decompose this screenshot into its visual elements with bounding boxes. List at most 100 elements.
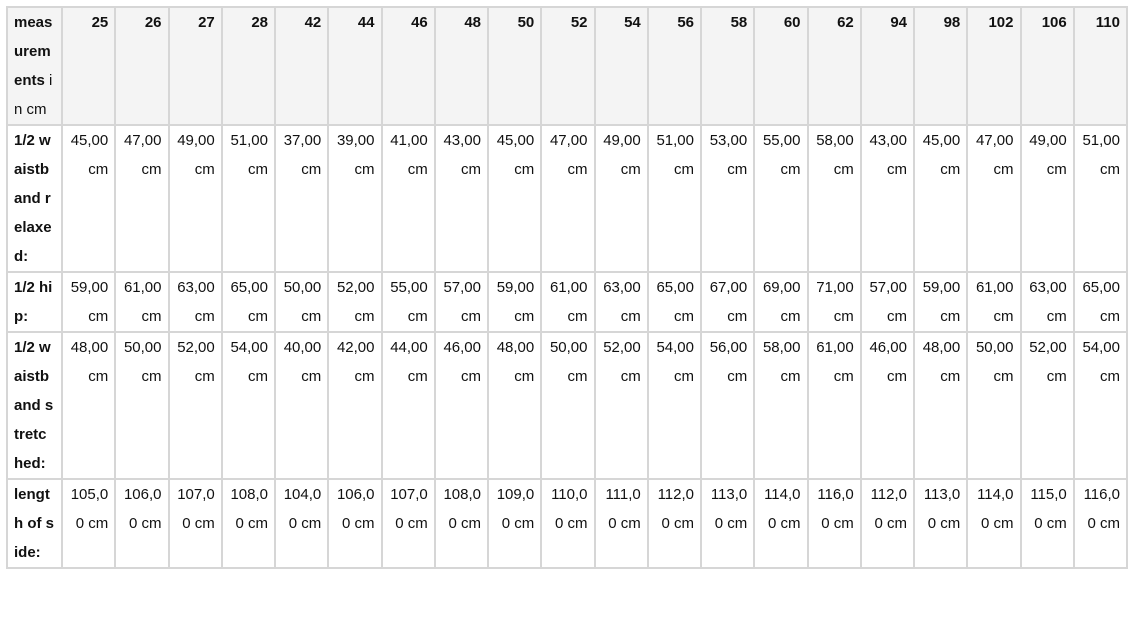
table-cell: 107,00 cm <box>380 478 436 569</box>
table-cell: 45,00 cm <box>486 124 543 273</box>
table-cell: 110,00 cm <box>540 478 596 569</box>
table-cell: 54,00 cm <box>220 331 277 480</box>
size-header: 42 <box>273 6 330 126</box>
table-cell: 52,00 cm <box>167 331 223 480</box>
table-cell: 50,00 cm <box>540 331 596 480</box>
table-cell: 56,00 cm <box>699 331 756 480</box>
table-cell: 61,00 cm <box>966 271 1022 333</box>
table-cell: 47,00 cm <box>114 124 170 273</box>
table-cell: 105,00 cm <box>60 478 117 569</box>
table-cell: 71,00 cm <box>806 271 862 333</box>
table-cell: 40,00 cm <box>273 331 330 480</box>
table-cell: 59,00 cm <box>60 271 117 333</box>
table-cell: 50,00 cm <box>966 331 1022 480</box>
table-cell: 53,00 cm <box>699 124 756 273</box>
table-cell: 55,00 cm <box>753 124 809 273</box>
table-cell: 65,00 cm <box>646 271 703 333</box>
size-header: 25 <box>60 6 117 126</box>
table-cell: 41,00 cm <box>380 124 436 273</box>
size-header: 62 <box>806 6 862 126</box>
table-row: 1/2 waistband relaxed: 45,00 cm 47,00 cm 49… <box>6 124 1129 273</box>
size-header: 106 <box>1019 6 1075 126</box>
table-cell: 116,00 cm <box>1072 478 1129 569</box>
size-header: 44 <box>327 6 383 126</box>
table-cell: 115,00 cm <box>1019 478 1075 569</box>
table-cell: 61,00 cm <box>540 271 596 333</box>
table-cell: 109,00 cm <box>486 478 543 569</box>
table-cell: 52,00 cm <box>1019 331 1075 480</box>
table-cell: 111,00 cm <box>593 478 649 569</box>
table-cell: 37,00 cm <box>273 124 330 273</box>
header-row: measurements in cm 25 26 27 28 42 44 46 48 50 52 5… <box>6 6 1129 126</box>
table-cell: 107,00 cm <box>167 478 223 569</box>
table-cell: 106,00 cm <box>114 478 170 569</box>
table-cell: 48,00 cm <box>60 331 117 480</box>
size-header: 46 <box>380 6 436 126</box>
table-row: length of side: 105,00 cm 106,00 cm 107,00 … <box>6 478 1129 569</box>
table-cell: 54,00 cm <box>646 331 703 480</box>
table-cell: 52,00 cm <box>327 271 383 333</box>
table-cell: 39,00 cm <box>327 124 383 273</box>
size-header: 27 <box>167 6 223 126</box>
table-cell: 58,00 cm <box>806 124 862 273</box>
table-cell: 57,00 cm <box>859 271 916 333</box>
size-chart-table: measurements in cm 25 26 27 28 42 44 46 48 50 52 5… <box>6 6 1129 569</box>
table-cell: 45,00 cm <box>912 124 969 273</box>
size-header: 94 <box>859 6 916 126</box>
size-header: 98 <box>912 6 969 126</box>
table-cell: 50,00 cm <box>273 271 330 333</box>
table-cell: 42,00 cm <box>327 331 383 480</box>
table-cell: 63,00 cm <box>593 271 649 333</box>
table-cell: 50,00 cm <box>114 331 170 480</box>
table-cell: 108,00 cm <box>433 478 490 569</box>
table-cell: 114,00 cm <box>753 478 809 569</box>
table-cell: 63,00 cm <box>1019 271 1075 333</box>
table-cell: 52,00 cm <box>593 331 649 480</box>
table-cell: 48,00 cm <box>912 331 969 480</box>
table-cell: 65,00 cm <box>220 271 277 333</box>
table-cell: 116,00 cm <box>806 478 862 569</box>
table-cell: 108,00 cm <box>220 478 277 569</box>
table-cell: 104,00 cm <box>273 478 330 569</box>
size-header: 28 <box>220 6 277 126</box>
table-cell: 49,00 cm <box>1019 124 1075 273</box>
table-cell: 51,00 cm <box>646 124 703 273</box>
corner-header-unit: in cm <box>14 72 53 118</box>
table-cell: 45,00 cm <box>60 124 117 273</box>
table-cell: 51,00 cm <box>1072 124 1129 273</box>
table-cell: 49,00 cm <box>593 124 649 273</box>
table-cell: 48,00 cm <box>486 331 543 480</box>
table-cell: 67,00 cm <box>699 271 756 333</box>
table-cell: 61,00 cm <box>806 331 862 480</box>
table-cell: 65,00 cm <box>1072 271 1129 333</box>
table-cell: 59,00 cm <box>912 271 969 333</box>
size-header: 60 <box>753 6 809 126</box>
row-label: 1/2 hip: <box>6 271 63 333</box>
table-cell: 61,00 cm <box>114 271 170 333</box>
row-label: 1/2 waistband relaxed: <box>6 124 63 273</box>
table-cell: 49,00 cm <box>167 124 223 273</box>
row-label: 1/2 waistband stretched: <box>6 331 63 480</box>
size-header: 52 <box>540 6 596 126</box>
table-cell: 46,00 cm <box>859 331 916 480</box>
table-cell: 51,00 cm <box>220 124 277 273</box>
table-cell: 59,00 cm <box>486 271 543 333</box>
size-header: 58 <box>699 6 756 126</box>
table-cell: 47,00 cm <box>966 124 1022 273</box>
table-cell: 54,00 cm <box>1072 331 1129 480</box>
table-cell: 113,00 cm <box>699 478 756 569</box>
table-cell: 106,00 cm <box>327 478 383 569</box>
size-header: 26 <box>114 6 170 126</box>
size-header: 102 <box>966 6 1022 126</box>
table-cell: 112,00 cm <box>859 478 916 569</box>
size-header: 54 <box>593 6 649 126</box>
table-cell: 43,00 cm <box>859 124 916 273</box>
table-row: 1/2 hip: 59,00 cm 61,00 cm 63,00 cm 65,00 cm… <box>6 271 1129 333</box>
table-cell: 46,00 cm <box>433 331 490 480</box>
size-header: 48 <box>433 6 490 126</box>
table-cell: 69,00 cm <box>753 271 809 333</box>
corner-header-bold: measurements <box>14 14 53 89</box>
table-cell: 114,00 cm <box>966 478 1022 569</box>
row-label: length of side: <box>6 478 63 569</box>
table-cell: 58,00 cm <box>753 331 809 480</box>
